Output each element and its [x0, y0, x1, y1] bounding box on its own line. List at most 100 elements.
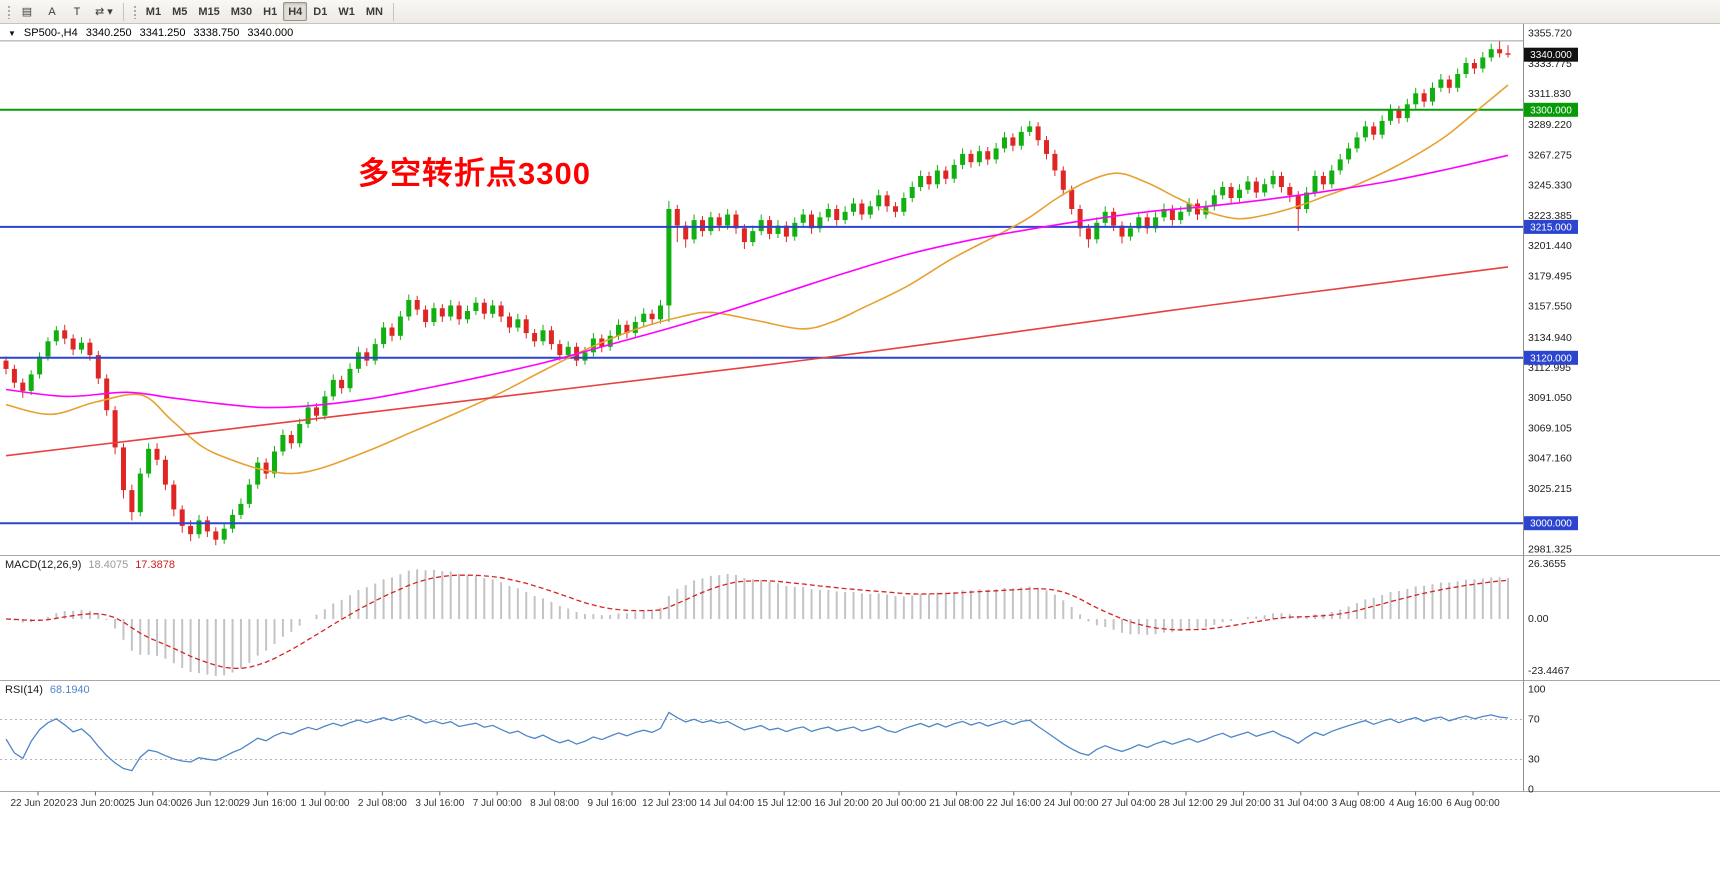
svg-text:3267.275: 3267.275 [1528, 149, 1572, 161]
svg-text:3311.830: 3311.830 [1528, 88, 1571, 100]
svg-text:3179.495: 3179.495 [1528, 270, 1572, 282]
toolbar-separator [122, 2, 124, 21]
close-value: 3340.000 [247, 27, 294, 39]
svg-text:3 Jul 16:00: 3 Jul 16:00 [415, 798, 464, 809]
price-badge-3000 [1524, 516, 1578, 531]
chart-mode-icon[interactable]: ▤ [15, 2, 39, 21]
symbol-timeframe-label: SP500-,H4 [23, 27, 78, 39]
svg-text:8 Jul 08:00: 8 Jul 08:00 [530, 798, 579, 809]
horizontal-lines-layer [0, 40, 1523, 525]
svg-text:3134.940: 3134.940 [1528, 332, 1572, 344]
svg-text:29 Jul 20:00: 29 Jul 20:00 [1216, 798, 1271, 809]
svg-text:26.3655: 26.3655 [1528, 558, 1566, 570]
cycle-symbols-icon[interactable]: ⇄ ▾ [90, 2, 118, 21]
timeframe-button-m15[interactable]: M15 [193, 2, 224, 21]
svg-text:3201.440: 3201.440 [1528, 240, 1572, 252]
svg-text:100: 100 [1528, 684, 1546, 696]
ma-mid-line [5, 154, 1509, 409]
svg-text:3355.720: 3355.720 [1528, 28, 1572, 40]
timeframe-button-w1[interactable]: W1 [333, 2, 360, 21]
svg-text:2 Jul 08:00: 2 Jul 08:00 [358, 798, 407, 809]
chart-ohlc-header: ▼ SP500-,H4 3340.250 3341.250 3338.750 3… [8, 27, 293, 39]
svg-text:-23.4467: -23.4467 [1528, 665, 1570, 677]
timeframe-button-mn[interactable]: MN [361, 2, 388, 21]
candles-layer [3, 40, 1511, 546]
macd-signal-value: 17.3878 [135, 559, 175, 571]
open-value: 3340.250 [85, 27, 132, 39]
timeframe-button-m5[interactable]: M5 [167, 2, 192, 21]
annotate-a-icon[interactable]: A [40, 2, 64, 21]
macd-label: MACD(12,26,9) 18.4075 17.3878 [5, 559, 175, 571]
svg-text:2981.325: 2981.325 [1528, 543, 1572, 555]
svg-text:3047.160: 3047.160 [1528, 453, 1572, 465]
svg-text:3120.000: 3120.000 [1530, 353, 1572, 364]
timeframe-button-h1[interactable]: H1 [258, 2, 282, 21]
svg-text:3157.550: 3157.550 [1528, 301, 1572, 313]
toolbar-separator-2 [392, 2, 394, 21]
svg-text:28 Jul 12:00: 28 Jul 12:00 [1159, 798, 1214, 809]
svg-text:3025.215: 3025.215 [1528, 483, 1572, 495]
timeframe-button-h4[interactable]: H4 [283, 2, 308, 21]
macd-signal-line [5, 574, 1509, 670]
text-label-icon[interactable]: T [65, 2, 89, 21]
rsi-line [5, 711, 1509, 772]
rsi-pane: 100 70 30 0 [0, 684, 1546, 796]
svg-text:9 Jul 16:00: 9 Jul 16:00 [588, 798, 637, 809]
annotation-tools-group: ▤ A T ⇄ ▾ [15, 2, 118, 21]
svg-text:3245.330: 3245.330 [1528, 180, 1572, 192]
toolbar-drag-handle-2[interactable] [132, 4, 137, 19]
price-badges: 3340.000 3300.000 3215.000 3120.000 3000.000 [1524, 47, 1578, 531]
svg-text:29 Jun 16:00: 29 Jun 16:00 [239, 798, 297, 809]
ma-slow-line [5, 266, 1509, 457]
svg-text:3340.000: 3340.000 [1530, 50, 1572, 61]
collapse-icon[interactable]: ▼ [8, 28, 16, 38]
svg-text:3112.995: 3112.995 [1528, 362, 1571, 374]
high-value: 3341.250 [139, 27, 186, 39]
svg-text:25 Jun 04:00: 25 Jun 04:00 [124, 798, 182, 809]
macd-main-value: 18.4075 [88, 559, 129, 571]
svg-text:15 Jul 12:00: 15 Jul 12:00 [757, 798, 812, 809]
price-badge-3120 [1524, 350, 1578, 365]
svg-text:0: 0 [1528, 784, 1534, 796]
svg-text:21 Jul 08:00: 21 Jul 08:00 [929, 798, 984, 809]
svg-text:3000.000: 3000.000 [1530, 519, 1572, 530]
svg-text:24 Jul 00:00: 24 Jul 00:00 [1044, 798, 1099, 809]
svg-text:22 Jul 16:00: 22 Jul 16:00 [987, 798, 1042, 809]
svg-text:70: 70 [1528, 714, 1540, 726]
rsi-label: RSI(14) 68.1940 [5, 684, 90, 696]
timeframe-button-d1[interactable]: D1 [308, 2, 332, 21]
timeframe-button-m1[interactable]: M1 [141, 2, 166, 21]
timeframe-button-m30[interactable]: M30 [226, 2, 257, 21]
svg-text:14 Jul 04:00: 14 Jul 04:00 [700, 798, 755, 809]
top-toolbar: ▤ A T ⇄ ▾ M1 M5 M15 M30 H1 H4 D1 W1 MN [0, 0, 1720, 24]
svg-text:30: 30 [1528, 754, 1540, 766]
svg-text:7 Jul 00:00: 7 Jul 00:00 [473, 798, 522, 809]
svg-text:16 Jul 20:00: 16 Jul 20:00 [814, 798, 869, 809]
chart-annotation-text[interactable]: 多空转折点3300 [358, 156, 591, 191]
svg-text:3215.000: 3215.000 [1530, 222, 1572, 233]
svg-text:3289.220: 3289.220 [1528, 119, 1572, 131]
svg-text:22 Jun 2020: 22 Jun 2020 [10, 798, 65, 809]
svg-text:1 Jul 00:00: 1 Jul 00:00 [301, 798, 350, 809]
ma-fast-line [5, 84, 1509, 475]
svg-text:23 Jun 20:00: 23 Jun 20:00 [66, 798, 124, 809]
price-badge-3340 [1524, 47, 1578, 62]
svg-text:12 Jul 23:00: 12 Jul 23:00 [642, 798, 697, 809]
pane-separators[interactable] [0, 24, 1720, 792]
toolbar-drag-handle[interactable] [7, 4, 11, 19]
svg-text:3069.105: 3069.105 [1528, 422, 1572, 434]
svg-text:3300.000: 3300.000 [1530, 105, 1572, 116]
svg-text:3091.050: 3091.050 [1528, 392, 1572, 404]
svg-text:26 Jun 12:00: 26 Jun 12:00 [181, 798, 239, 809]
price-scale-labels[interactable]: 3355.7203333.7753311.8303289.2203267.275… [1528, 28, 1572, 556]
rsi-name: RSI(14) [5, 684, 43, 696]
svg-text:20 Jul 00:00: 20 Jul 00:00 [872, 798, 927, 809]
rsi-value: 68.1940 [49, 684, 90, 696]
svg-text:31 Jul 04:00: 31 Jul 04:00 [1274, 798, 1329, 809]
time-axis[interactable]: 22 Jun 2020 23 Jun 20:00 25 Jun 04:00 26 Ju… [10, 791, 1500, 810]
svg-text:3223.385: 3223.385 [1528, 210, 1572, 222]
macd-name: MACD(12,26,9) [5, 559, 82, 571]
price-badge-3300 [1524, 102, 1578, 117]
